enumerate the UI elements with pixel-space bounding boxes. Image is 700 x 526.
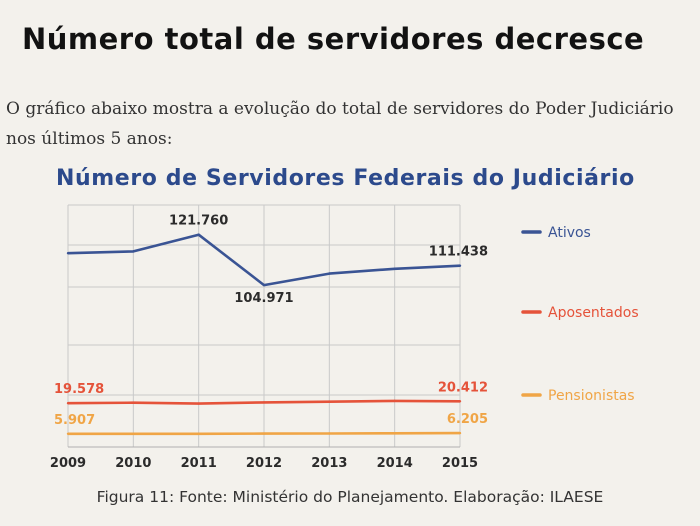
data-label-aposentados-2015: 20.412 xyxy=(438,380,488,395)
data-point-ativos-2014 xyxy=(393,267,396,270)
x-tick-label-2009: 2009 xyxy=(50,456,86,471)
data-point-aposentados-2015 xyxy=(458,400,462,403)
data-point-pensionistas-2011 xyxy=(197,432,200,435)
data-point-aposentados-2014 xyxy=(393,399,396,403)
data-point-pensionistas-2015 xyxy=(458,431,462,435)
chart-title: Número de Servidores Federais do Judiciá… xyxy=(56,166,635,191)
figure-caption: Figura 11: Fonte: Ministério do Planejam… xyxy=(96,488,604,506)
x-tick-label-2013: 2013 xyxy=(311,456,347,471)
data-point-ativos-2010 xyxy=(132,250,135,253)
data-label-pensionistas-2009: 5.907 xyxy=(54,413,95,428)
data-point-pensionistas-2009 xyxy=(66,432,70,435)
data-point-aposentados-2010 xyxy=(132,401,135,404)
x-tick-label-2012: 2012 xyxy=(246,456,282,471)
data-label-ativos-2012: 104.971 xyxy=(234,291,293,306)
x-tick-label-2010: 2010 xyxy=(115,456,151,471)
legend-label-pensionistas: Pensionistas xyxy=(548,388,635,404)
x-tick-label-2014: 2014 xyxy=(377,456,413,471)
data-label-ativos-2011: 121.760 xyxy=(169,214,228,229)
data-label-ativos-2015: 111.438 xyxy=(429,245,488,260)
data-point-ativos-2009 xyxy=(66,252,70,255)
legend-label-ativos: Ativos xyxy=(548,225,591,241)
x-tick-label-2011: 2011 xyxy=(181,456,217,471)
data-point-ativos-2011 xyxy=(197,233,200,236)
data-point-aposentados-2011 xyxy=(197,402,200,405)
page-heading: Número total de servidores decresce xyxy=(22,22,645,56)
intro-paragraph: O gráfico abaixo mostra a evolução do to… xyxy=(6,99,674,149)
data-point-aposentados-2012 xyxy=(262,401,266,404)
data-point-pensionistas-2010 xyxy=(132,432,135,435)
data-point-pensionistas-2013 xyxy=(328,432,331,435)
data-point-ativos-2012 xyxy=(262,283,266,287)
x-tick-label-2015: 2015 xyxy=(442,456,478,471)
data-point-ativos-2015 xyxy=(458,264,462,267)
legend-label-aposentados: Aposentados xyxy=(548,305,639,321)
data-point-pensionistas-2012 xyxy=(262,432,266,435)
data-label-aposentados-2009: 19.578 xyxy=(54,382,104,397)
data-point-aposentados-2009 xyxy=(66,402,70,405)
data-point-aposentados-2013 xyxy=(328,400,331,403)
data-point-ativos-2013 xyxy=(328,272,331,275)
data-label-pensionistas-2015: 6.205 xyxy=(447,412,488,427)
data-point-pensionistas-2014 xyxy=(393,432,396,435)
